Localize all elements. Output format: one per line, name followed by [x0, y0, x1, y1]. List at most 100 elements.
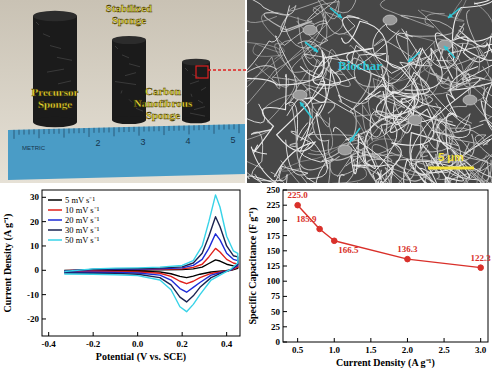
y-tick: [283, 205, 287, 206]
x-tick: [407, 338, 408, 342]
ruler-tick: [124, 127, 125, 132]
x-tick: [226, 332, 227, 336]
x-axis-title: Current Density (A g⁻¹): [336, 357, 435, 369]
y-tick: [283, 220, 287, 221]
sem-fiber: [279, 40, 316, 106]
sem-fiber: [316, 69, 340, 168]
sponge-label: Sponge: [112, 14, 146, 26]
stabilized-sponge-bottom: [112, 116, 146, 124]
precursor-sponge-texture: [57, 57, 72, 60]
biochar-arrow-head: [350, 137, 355, 142]
ruler-tick: [164, 126, 165, 135]
y-tick-label: 0: [35, 265, 40, 275]
y-tick: [283, 190, 287, 191]
biochar-arrow-head: [408, 57, 413, 62]
y-tick: [283, 235, 287, 236]
precursor-sponge-texture: [50, 46, 61, 49]
legend-swatch: [48, 209, 62, 211]
biochar-arrow: [350, 128, 360, 142]
x-tick: [297, 338, 298, 342]
ruler-tick: [34, 129, 35, 134]
ruler-tick: [54, 129, 55, 134]
figure: METRIC2345PrecursorSpongeStabilizedSpong…: [0, 0, 492, 370]
x-tick: [137, 332, 138, 336]
y-tick-label: 250: [267, 185, 281, 195]
sem-fiber: [281, 161, 352, 184]
y-tick: [42, 245, 46, 246]
y-tick: [283, 250, 287, 251]
chart-0: -0.4-0.20.00.20.4-20-100102030Potential …: [2, 190, 240, 363]
series-line: [298, 205, 481, 267]
ruler-tick: [109, 127, 110, 132]
x-tick-label: -0.4: [42, 339, 57, 349]
sem-fiber: [247, 31, 249, 103]
biochar-arrow: [330, 8, 342, 18]
y-tick-label: 125: [267, 261, 281, 271]
biochar-arrow: [305, 42, 318, 52]
sem-fiber: [480, 67, 492, 184]
sem-fiber: [339, 101, 382, 140]
biochar-arrow: [444, 46, 455, 58]
data-point: [317, 226, 323, 232]
sem-fiber: [456, 27, 492, 56]
chart-background: [0, 184, 492, 370]
sem-fiber: [254, 74, 286, 152]
x-tick: [182, 332, 183, 336]
plot-frame: [283, 190, 488, 342]
ruler-tick: [199, 125, 200, 130]
x-tick-label: 2.0: [402, 345, 414, 355]
series-line: [64, 217, 238, 302]
x-tick-label: 0.0: [132, 339, 144, 349]
stabilized-sponge-top: [112, 36, 146, 44]
sem-fiber: [448, 44, 492, 81]
sem-fiber: [387, 145, 428, 183]
precursor-sponge-body: [33, 16, 77, 122]
ruler-tick: [14, 130, 15, 139]
sem-fiber: [396, 33, 470, 137]
ruler-tick: [179, 126, 180, 131]
sem-fiber: [416, 149, 492, 178]
ruler-tick: [189, 125, 190, 134]
sem-particle: [438, 40, 452, 50]
data-label: 166.5: [338, 245, 359, 255]
sem-fiber: [261, 12, 314, 93]
y-tick-label: -20: [27, 314, 39, 324]
ruler-tick: [224, 125, 225, 130]
sem-fiber: [376, 171, 411, 183]
legend-label: 5 mV s⁻¹: [65, 195, 95, 205]
sem-fiber: [261, 172, 310, 183]
y-tick: [283, 326, 287, 327]
ruler-tick: [59, 129, 60, 134]
biochar-arrow: [448, 8, 460, 18]
sem-fiber: [309, 69, 350, 127]
ruler-tick: [239, 124, 240, 133]
x-tick: [370, 338, 371, 342]
sem-fiber: [247, 104, 265, 131]
sponge-label: Nanofibrous: [134, 97, 193, 109]
y-tick: [42, 270, 46, 271]
stabilized-sponge: [112, 36, 146, 124]
carbon-sponge-top: [182, 59, 210, 66]
sem-fiber: [338, 58, 428, 97]
ruler-tick: [74, 128, 75, 133]
legend: 5 mV s⁻¹10 mV s⁻¹20 mV s⁻¹30 mV s⁻¹50 mV…: [48, 195, 100, 245]
photo-background: [0, 0, 245, 183]
sem-fiber: [272, 8, 326, 81]
sem-fiber: [380, 0, 444, 27]
chart-1: 0.51.01.52.02.53.00255075100125150175200…: [247, 185, 491, 369]
y-tick: [42, 197, 46, 198]
ruler-tick: [114, 127, 115, 136]
sem-fiber: [247, 44, 284, 81]
photo-panel: METRIC2345PrecursorSpongeStabilizedSpong…: [0, 0, 245, 183]
sem-fiber: [297, 12, 343, 59]
carbon-sponge-texture: [190, 113, 205, 116]
scale-bar: [428, 167, 474, 170]
y-tick-label: -10: [27, 290, 39, 300]
legend-swatch: [48, 229, 62, 231]
ruler-number: 5: [230, 135, 235, 145]
data-label: 122.3: [471, 253, 492, 263]
sem-particle: [338, 145, 352, 155]
y-tick-label: 175: [267, 231, 281, 241]
carbon-sponge-texture: [201, 87, 206, 90]
series-line: [64, 234, 238, 292]
